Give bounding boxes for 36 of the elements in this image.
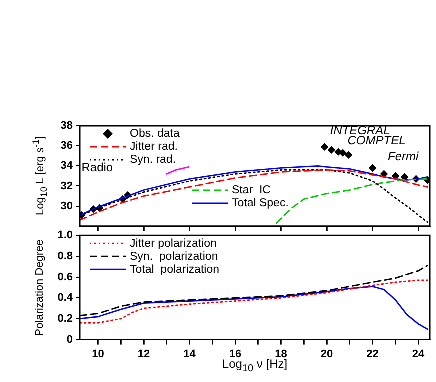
point — [328, 146, 336, 154]
legend-label: Syn. rad. — [130, 154, 176, 166]
legend-label: Syn. polarization — [130, 250, 218, 263]
legend-label: Jitter polarization — [130, 238, 217, 250]
legend-label: Total polarization — [130, 264, 220, 276]
x-tick-label: 12 — [138, 348, 150, 360]
annotation: Radio — [82, 160, 114, 174]
x-tick-label: 10 — [92, 348, 104, 360]
legend-label: Obs. data — [130, 128, 180, 140]
point — [401, 174, 409, 181]
legend-label: Total Spec. — [232, 198, 289, 210]
x-tick-label: 22 — [366, 348, 379, 360]
x-tick-label: 14 — [184, 348, 197, 360]
x-tick-label: 20 — [320, 348, 334, 360]
y-tick-label: 0.2 — [58, 312, 73, 325]
y-tick-label: 1.0 — [58, 230, 73, 242]
legend-label: Star IC — [232, 184, 271, 197]
annotation: Fermi — [388, 149, 419, 164]
y-tick-label: 36 — [60, 140, 73, 152]
point — [345, 151, 352, 159]
y-axis-title: Polarization Degree — [34, 239, 46, 336]
point — [321, 143, 328, 151]
point — [369, 164, 377, 172]
y-tick-label: 34 — [60, 160, 74, 172]
x-tick-label: 24 — [412, 348, 426, 360]
y-tick-label: 0.8 — [58, 250, 73, 262]
y-tick-label: 32 — [60, 180, 73, 192]
point — [392, 172, 400, 180]
y-tick-label: 0.6 — [58, 271, 73, 284]
y-tick-label: 38 — [60, 120, 73, 132]
y-tick-label: 30 — [60, 200, 73, 212]
legend-label: Jitter rad. — [130, 141, 178, 154]
y-tick-label: 0 — [66, 334, 73, 346]
point — [339, 149, 347, 157]
line-series — [80, 280, 428, 324]
y-tick-label: 0.4 — [58, 292, 74, 304]
